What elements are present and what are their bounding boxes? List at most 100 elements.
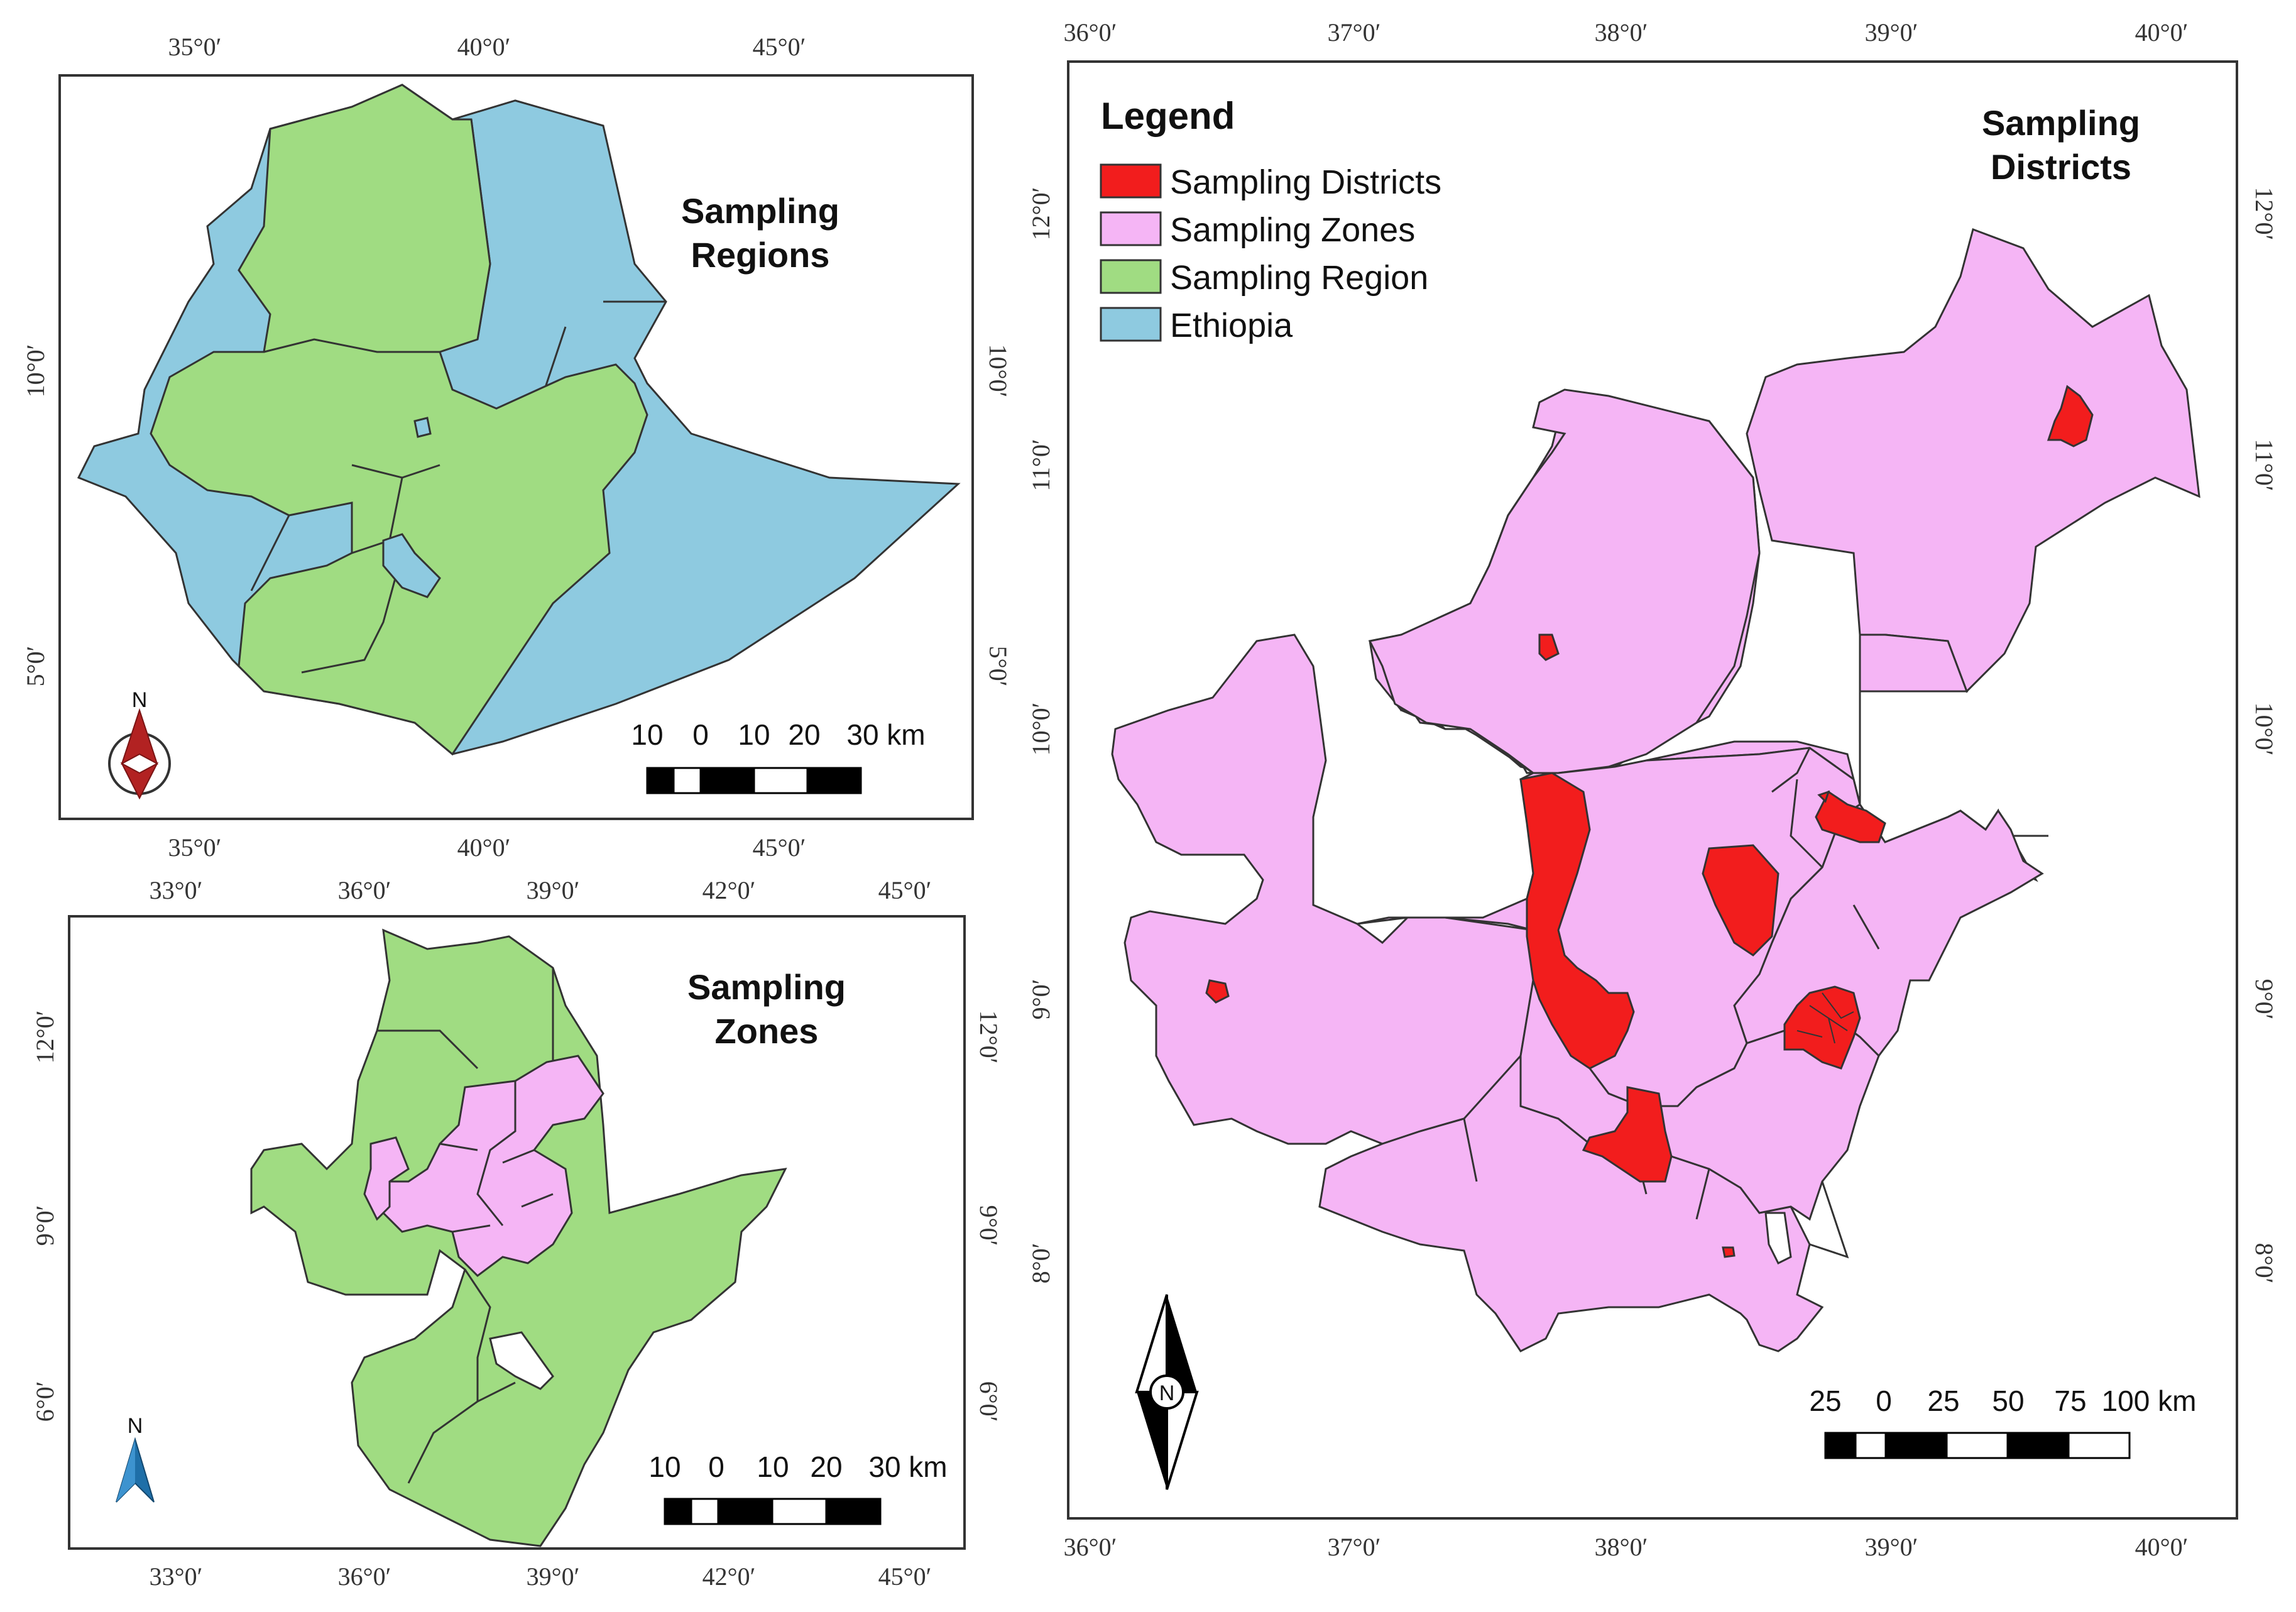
scale-label: 30 km	[868, 1450, 947, 1483]
tick-label: 33°0′	[150, 1562, 203, 1591]
tick-label: 10°0′	[2250, 703, 2278, 756]
lake-shape	[413, 417, 432, 438]
north-arrow-icon: N	[1135, 1294, 1199, 1490]
tick-label: 45°0′	[878, 876, 932, 904]
districts-title-line2: Districts	[1991, 147, 2131, 187]
scale-label: 10	[648, 1450, 681, 1483]
scale-label: 10	[738, 718, 770, 751]
north-arrow-icon: N	[108, 688, 171, 800]
north-arrow-icon: N	[116, 1414, 155, 1503]
tick-label: 6°0′	[975, 1381, 1003, 1422]
tick-label: 39°0′	[527, 876, 580, 904]
legend: Legend Sampling Districts Sampling Zones…	[1100, 95, 1441, 344]
tick-label: 39°0′	[1865, 18, 1918, 47]
regions-title-line1: Sampling	[681, 191, 839, 231]
sampling-district-shape	[2047, 385, 2094, 447]
sampling-region-internal-borders	[377, 968, 554, 1484]
districts-panel: Sampling Districts Legend Sampling Distr…	[1027, 18, 2278, 1561]
scale-label: 30 km	[846, 718, 925, 751]
sampling-region-shape	[150, 84, 648, 756]
tick-label: 42°0′	[702, 1562, 756, 1591]
legend-label: Sampling Zones	[1170, 211, 1415, 249]
tick-label: 8°0′	[1027, 1243, 1055, 1284]
scale-label: 0	[692, 718, 709, 751]
tick-label: 12°0′	[975, 1011, 1003, 1064]
sampling-district-shape	[1582, 1086, 1673, 1183]
sampling-zones-shape	[363, 1136, 410, 1221]
tick-label: 33°0′	[150, 876, 203, 904]
zones-panel: Sampling Zones 33°0′ 36°0′ 39°0′ 42°0′ 4…	[31, 876, 1003, 1591]
legend-swatch-districts	[1100, 163, 1162, 199]
lake-shape	[382, 533, 441, 598]
sampling-zones-shape	[1368, 388, 1761, 774]
sampling-zones-internal-borders	[439, 1081, 554, 1233]
zones-title-line2: Zones	[715, 1011, 819, 1051]
scale-label: 20	[810, 1450, 842, 1483]
tick-label: 39°0′	[1865, 1533, 1918, 1561]
tick-label: 12°0′	[1027, 187, 1055, 241]
tick-label: 10°0′	[21, 344, 50, 398]
tick-label: 9°0′	[1027, 979, 1055, 1020]
scale-label: 25	[1809, 1384, 1841, 1417]
tick-label: 40°0′	[2135, 18, 2189, 47]
scale-label: 0	[1876, 1384, 1892, 1417]
sampling-region-internal-borders	[250, 338, 440, 674]
sampling-zones-shape	[1111, 633, 1534, 1145]
tick-label: 37°0′	[1328, 1533, 1381, 1561]
tick-label: 36°0′	[1064, 1533, 1117, 1561]
scale-label: 20	[788, 718, 820, 751]
tick-label: 38°0′	[1595, 1533, 1648, 1561]
tick-label: 12°0′	[31, 1011, 59, 1064]
scale-label: 25	[1927, 1384, 1959, 1417]
tick-label: 36°0′	[1064, 18, 1117, 47]
tick-label: 40°0′	[457, 833, 511, 862]
north-label: N	[1159, 1381, 1175, 1405]
tick-label: 35°0′	[168, 33, 222, 61]
regions-title-line2: Regions	[691, 235, 830, 275]
tick-label: 45°0′	[753, 833, 806, 862]
regions-panel: Sampling Regions 35°0′ 40°0′ 45°0′ 35°0′…	[21, 33, 1012, 862]
tick-label: 11°0′	[1027, 439, 1055, 491]
legend-swatch-ethiopia	[1100, 307, 1162, 342]
scale-label: 100 km	[2102, 1384, 2197, 1417]
legend-swatch-region	[1100, 259, 1162, 294]
sampling-district-internal-borders	[1796, 992, 1854, 1044]
sampling-district-shape	[1783, 985, 1861, 1070]
sampling-district-shape	[1205, 979, 1230, 1004]
tick-label: 35°0′	[168, 833, 222, 862]
lake-shape	[489, 1331, 554, 1390]
tick-label: 45°0′	[753, 33, 806, 61]
tick-label: 38°0′	[1595, 18, 1648, 47]
tick-label: 9°0′	[31, 1205, 59, 1246]
tick-label: 40°0′	[457, 33, 511, 61]
sampling-district-shape	[1722, 1246, 1736, 1258]
sampling-district-shape	[1815, 790, 1886, 843]
sampling-zones-shape	[376, 1055, 604, 1277]
north-label: N	[128, 1414, 143, 1438]
tick-label: 36°0′	[338, 1562, 391, 1591]
tick-label: 40°0′	[2135, 1533, 2189, 1561]
sampling-district-shape	[1519, 772, 1635, 1070]
lake-shape	[1764, 1212, 1792, 1265]
regions-scale-bar: 10 0 10 20 30 km	[631, 718, 926, 794]
scale-label: 50	[1992, 1384, 2024, 1417]
tick-label: 39°0′	[527, 1562, 580, 1591]
tick-label: 10°0′	[984, 344, 1012, 398]
tick-label: 5°0′	[21, 646, 50, 687]
scale-label: 0	[708, 1450, 724, 1483]
scale-label: 75	[2054, 1384, 2086, 1417]
tick-label: 11°0′	[2250, 439, 2278, 491]
sampling-district-shape	[1538, 633, 1560, 661]
tick-label: 6°0′	[31, 1381, 59, 1422]
tick-label: 9°0′	[2250, 979, 2278, 1020]
sampling-district-shape	[1817, 790, 1830, 803]
zones-title-line1: Sampling	[687, 967, 846, 1007]
north-label: N	[132, 688, 148, 712]
tick-label: 12°0′	[2250, 187, 2278, 241]
legend-label: Sampling Districts	[1170, 163, 1441, 201]
tick-label: 36°0′	[338, 876, 391, 904]
legend-title: Legend	[1101, 95, 1235, 137]
zones-scale-bar: 10 0 10 20 30 km	[648, 1450, 948, 1525]
sampling-district-shape	[1702, 844, 1779, 957]
